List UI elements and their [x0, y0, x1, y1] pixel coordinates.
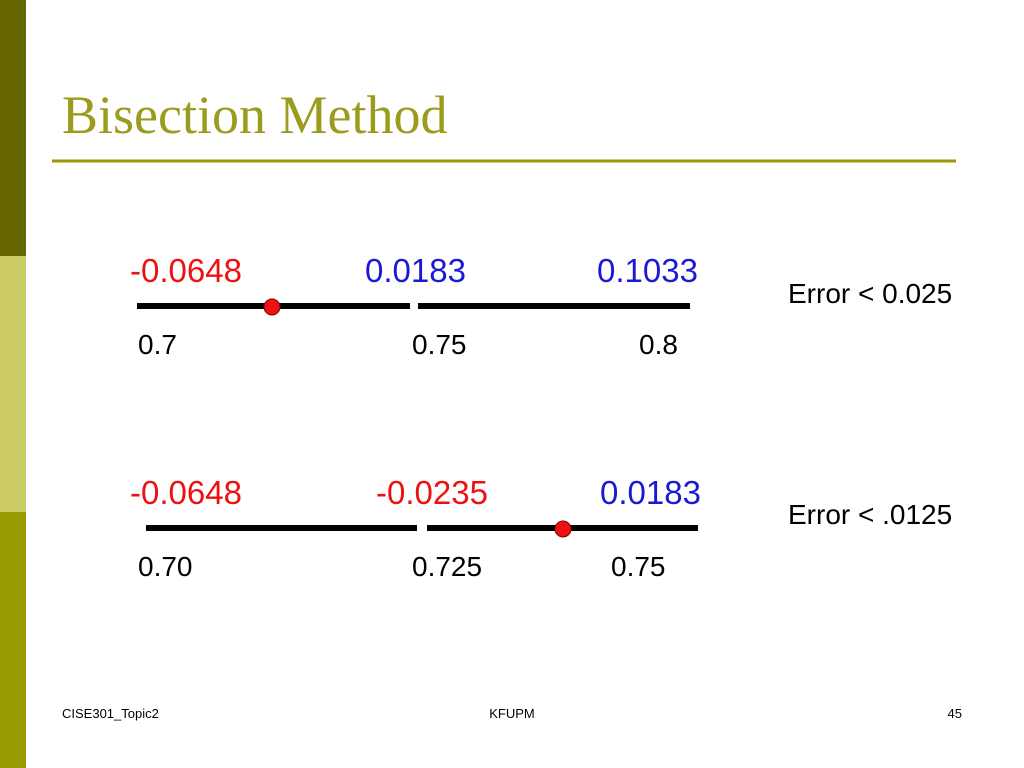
error-note: Error < 0.025: [788, 278, 953, 309]
function-value: 0.0183: [365, 252, 466, 289]
function-value: -0.0648: [130, 474, 242, 511]
x-point: 0.75: [611, 551, 666, 582]
root-dot: [263, 298, 281, 316]
error-note: Error < .0125: [788, 499, 953, 530]
footer-center: KFUPM: [489, 706, 535, 721]
slide-title: Bisection Method: [62, 85, 448, 145]
side-band: [0, 0, 26, 256]
x-point: 0.8: [639, 329, 678, 360]
side-band: [0, 256, 26, 512]
x-point: 0.7: [138, 329, 177, 360]
x-point: 0.725: [412, 551, 483, 582]
side-band: [0, 512, 26, 768]
root-dot: [554, 520, 572, 538]
function-value: -0.0648: [130, 252, 242, 289]
function-value: -0.0235: [376, 474, 488, 511]
x-point: 0.70: [138, 551, 193, 582]
x-point: 0.75: [412, 329, 467, 360]
page-number: 45: [947, 706, 962, 721]
function-value: 0.1033: [597, 252, 698, 289]
footer-left: CISE301_Topic2: [62, 706, 159, 721]
function-value: 0.0183: [600, 474, 701, 511]
